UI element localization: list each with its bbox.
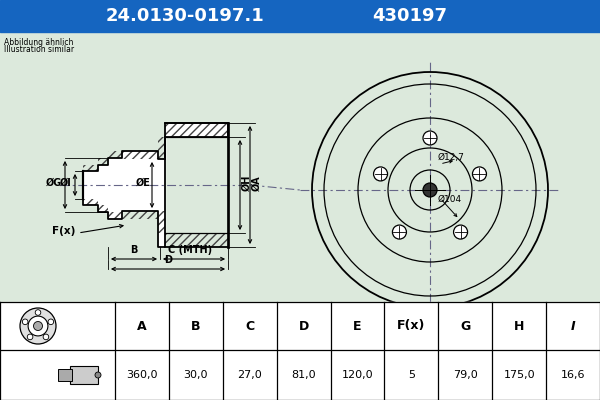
Text: 27,0: 27,0 bbox=[238, 370, 262, 380]
Bar bbox=[0, 0, 600, 32]
Bar bbox=[122, 151, 158, 159]
Bar bbox=[0, 302, 600, 400]
Circle shape bbox=[454, 225, 467, 239]
Text: 5: 5 bbox=[408, 370, 415, 380]
Text: B: B bbox=[130, 245, 137, 255]
Bar bbox=[98, 205, 108, 212]
Circle shape bbox=[35, 310, 41, 315]
Text: Ø12,7: Ø12,7 bbox=[438, 153, 465, 162]
Text: C (MTH): C (MTH) bbox=[168, 245, 212, 255]
Circle shape bbox=[48, 319, 53, 325]
Text: ØH: ØH bbox=[242, 175, 252, 191]
Text: 120,0: 120,0 bbox=[341, 370, 373, 380]
Bar bbox=[98, 158, 108, 165]
Circle shape bbox=[423, 183, 437, 197]
Circle shape bbox=[392, 225, 406, 239]
Text: F(x): F(x) bbox=[52, 226, 75, 236]
Text: Ø104: Ø104 bbox=[438, 195, 462, 204]
Bar bbox=[58, 369, 72, 381]
Text: A: A bbox=[137, 320, 147, 332]
Text: ØG: ØG bbox=[46, 178, 62, 188]
Circle shape bbox=[22, 319, 28, 325]
Bar bbox=[122, 211, 158, 219]
Circle shape bbox=[472, 167, 487, 181]
Text: 175,0: 175,0 bbox=[503, 370, 535, 380]
Text: 430197: 430197 bbox=[373, 7, 448, 25]
Circle shape bbox=[28, 316, 48, 336]
Circle shape bbox=[34, 322, 43, 330]
Text: H: H bbox=[514, 320, 524, 332]
Text: Abbildung ähnlich: Abbildung ähnlich bbox=[4, 38, 73, 47]
Text: 30,0: 30,0 bbox=[184, 370, 208, 380]
Bar bbox=[83, 165, 98, 171]
Bar bbox=[165, 123, 228, 137]
Text: B: B bbox=[191, 320, 200, 332]
Text: 79,0: 79,0 bbox=[453, 370, 478, 380]
Bar bbox=[158, 137, 165, 159]
Bar bbox=[70, 366, 98, 384]
Text: C: C bbox=[245, 320, 254, 332]
Text: D: D bbox=[164, 255, 172, 265]
Bar bbox=[165, 233, 228, 247]
Circle shape bbox=[20, 308, 56, 344]
Text: 24.0130-0197.1: 24.0130-0197.1 bbox=[106, 7, 265, 25]
Text: E: E bbox=[353, 320, 362, 332]
Text: ØI: ØI bbox=[60, 178, 72, 188]
Circle shape bbox=[95, 372, 101, 378]
Text: Illustration similar: Illustration similar bbox=[4, 45, 74, 54]
Bar bbox=[108, 151, 122, 158]
Text: ØA: ØA bbox=[252, 175, 262, 191]
Circle shape bbox=[27, 334, 33, 340]
Bar bbox=[108, 212, 122, 219]
Text: I: I bbox=[571, 320, 575, 332]
Text: 16,6: 16,6 bbox=[561, 370, 586, 380]
Text: ØE: ØE bbox=[136, 178, 151, 188]
Circle shape bbox=[374, 167, 388, 181]
Bar bbox=[83, 199, 98, 205]
Bar bbox=[158, 211, 165, 233]
Text: F(x): F(x) bbox=[397, 320, 425, 332]
Circle shape bbox=[423, 131, 437, 145]
Polygon shape bbox=[83, 123, 228, 247]
Text: G: G bbox=[460, 320, 470, 332]
Circle shape bbox=[43, 334, 49, 340]
Text: 81,0: 81,0 bbox=[291, 370, 316, 380]
Text: D: D bbox=[298, 320, 309, 332]
Text: 360,0: 360,0 bbox=[126, 370, 158, 380]
